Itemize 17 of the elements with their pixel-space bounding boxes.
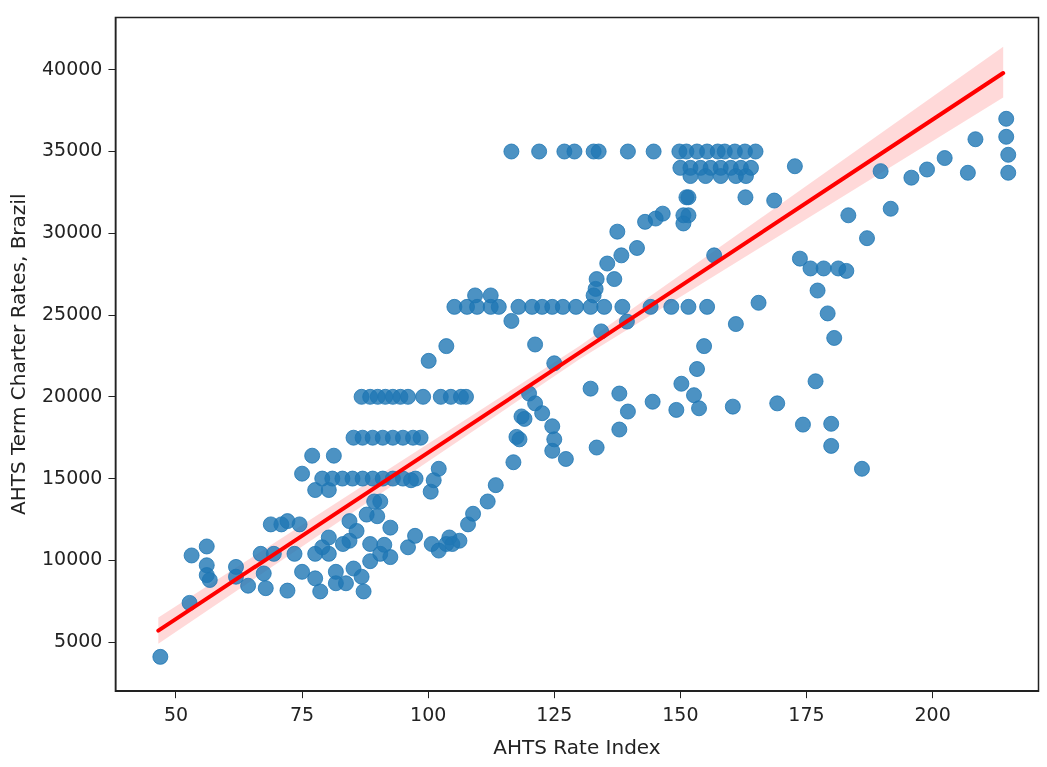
x-tick-label: 100 bbox=[410, 702, 447, 725]
y-tick-label: 40000 bbox=[41, 56, 103, 79]
y-tick-label: 25000 bbox=[41, 301, 103, 324]
y-tick-label: 10000 bbox=[41, 547, 103, 570]
y-tick-label: 30000 bbox=[41, 220, 103, 243]
x-tick-label: 75 bbox=[289, 702, 315, 725]
x-axis-title: AHTS Rate Index bbox=[493, 735, 661, 760]
y-tick-label: 35000 bbox=[41, 138, 103, 161]
x-tick-label: 125 bbox=[536, 702, 573, 725]
y-tick-label: 20000 bbox=[41, 383, 103, 406]
y-axis-title: AHTS Term Charter Rates, Brazil bbox=[6, 193, 31, 516]
x-tick-label: 50 bbox=[163, 702, 189, 725]
x-tick-label: 150 bbox=[662, 702, 699, 725]
y-tick-label: 15000 bbox=[41, 465, 103, 488]
x-tick-label: 175 bbox=[788, 702, 825, 725]
x-tick-label: 200 bbox=[914, 702, 951, 725]
y-tick-label: 5000 bbox=[54, 629, 103, 652]
